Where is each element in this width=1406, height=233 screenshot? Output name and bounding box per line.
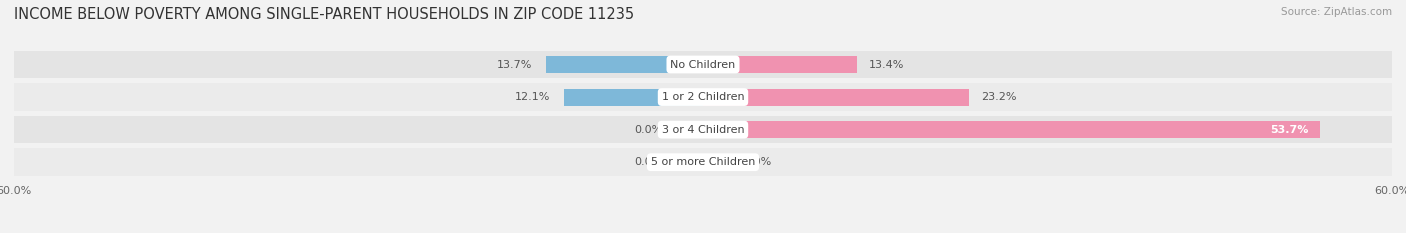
- Bar: [703, 56, 856, 73]
- Bar: [14, 83, 1392, 111]
- Bar: [675, 154, 703, 171]
- Text: 53.7%: 53.7%: [1270, 125, 1308, 135]
- Text: Source: ZipAtlas.com: Source: ZipAtlas.com: [1281, 7, 1392, 17]
- Bar: [703, 154, 731, 171]
- Text: 23.2%: 23.2%: [981, 92, 1017, 102]
- Bar: [564, 89, 703, 106]
- Text: 0.0%: 0.0%: [634, 157, 662, 167]
- Text: 13.7%: 13.7%: [496, 59, 531, 69]
- Bar: [14, 116, 1392, 144]
- Bar: [14, 148, 1392, 176]
- Text: 12.1%: 12.1%: [515, 92, 550, 102]
- Text: 13.4%: 13.4%: [869, 59, 904, 69]
- Text: 5 or more Children: 5 or more Children: [651, 157, 755, 167]
- Bar: [703, 89, 969, 106]
- Text: 3 or 4 Children: 3 or 4 Children: [662, 125, 744, 135]
- Bar: [14, 51, 1392, 78]
- Text: No Children: No Children: [671, 59, 735, 69]
- Text: 0.0%: 0.0%: [634, 125, 662, 135]
- Bar: [546, 56, 703, 73]
- Text: INCOME BELOW POVERTY AMONG SINGLE-PARENT HOUSEHOLDS IN ZIP CODE 11235: INCOME BELOW POVERTY AMONG SINGLE-PARENT…: [14, 7, 634, 22]
- Text: 0.0%: 0.0%: [744, 157, 772, 167]
- Bar: [675, 121, 703, 138]
- Bar: [703, 121, 1320, 138]
- Text: 1 or 2 Children: 1 or 2 Children: [662, 92, 744, 102]
